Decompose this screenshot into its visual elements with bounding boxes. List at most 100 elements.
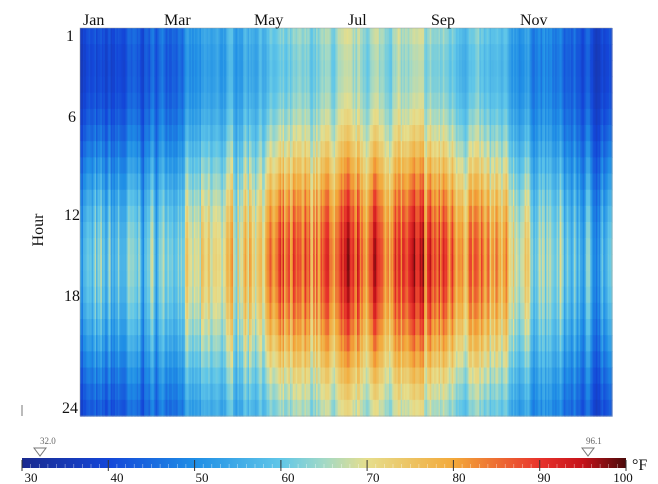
- heatmap-cell: [362, 254, 365, 272]
- heatmap-cell: [227, 286, 230, 304]
- heatmap-cell: [270, 302, 273, 320]
- heatmap-cell: [231, 44, 234, 61]
- heatmap-cell: [375, 254, 378, 272]
- heatmap-cell: [324, 28, 327, 45]
- heatmap-cell: [281, 60, 284, 78]
- heatmap-cell: [368, 125, 371, 142]
- heatmap-cell: [336, 319, 339, 336]
- heatmap-cell: [170, 270, 173, 288]
- heatmap-cell: [221, 28, 224, 45]
- heatmap-cell: [192, 125, 195, 142]
- heatmap-cell: [187, 399, 190, 417]
- heatmap-cell: [307, 367, 310, 385]
- heatmap-cell: [157, 125, 160, 142]
- heatmap-cell: [136, 44, 139, 61]
- heatmap-cell: [98, 28, 102, 45]
- heatmap-cell: [200, 28, 204, 45]
- heatmap-cell: [81, 189, 84, 207]
- heatmap-cell: [91, 367, 94, 385]
- heatmap-cell: [294, 367, 297, 385]
- heatmap-cell: [168, 76, 171, 94]
- heatmap-cell: [190, 125, 193, 142]
- heatmap-cell: [365, 157, 368, 175]
- heatmap-cell: [218, 399, 221, 417]
- heatmap-cell: [85, 189, 88, 207]
- heatmap-cell: [120, 222, 123, 239]
- heatmap-cell: [327, 399, 330, 417]
- heatmap-cell: [167, 335, 170, 352]
- heatmap-cell: [286, 157, 290, 175]
- heatmap-cell: [177, 238, 180, 255]
- heatmap-cell: [104, 302, 107, 320]
- heatmap-cell: [179, 254, 182, 272]
- heatmap-cell: [231, 28, 234, 45]
- heatmap-cell: [238, 44, 241, 61]
- heatmap-cell: [370, 173, 373, 191]
- heatmap-cell: [128, 44, 131, 61]
- heatmap-cell: [262, 238, 265, 255]
- heatmap-cell: [186, 383, 189, 401]
- heatmap-cell: [273, 302, 276, 320]
- heatmap-cell: [286, 367, 290, 385]
- heatmap-cell: [132, 125, 135, 142]
- heatmap-cell: [112, 92, 115, 110]
- heatmap-cell: [123, 286, 126, 304]
- heatmap-cell: [336, 222, 339, 239]
- heatmap-cell: [326, 383, 329, 401]
- heatmap-cell: [330, 335, 333, 352]
- heatmap-cell: [112, 270, 115, 288]
- heatmap-cell: [244, 157, 247, 175]
- heatmap-cell: [234, 335, 237, 352]
- heatmap-cell: [282, 125, 285, 142]
- heatmap-cell: [132, 157, 135, 175]
- heatmap-cell: [246, 108, 249, 126]
- heatmap-cell: [131, 44, 134, 61]
- heatmap-cell: [237, 302, 240, 320]
- heatmap-cell: [234, 108, 237, 126]
- heatmap-cell: [319, 141, 322, 158]
- heatmap-cell: [253, 44, 256, 61]
- heatmap-cell: [381, 92, 384, 110]
- heatmap-cell: [260, 205, 263, 223]
- heatmap-cell: [348, 302, 351, 320]
- heatmap-cell: [221, 141, 224, 158]
- heatmap-cell: [208, 351, 211, 369]
- heatmap-cell: [354, 399, 357, 417]
- heatmap-cell: [263, 254, 266, 272]
- heatmap-cell: [249, 286, 252, 304]
- heatmap-cell: [343, 189, 346, 207]
- heatmap-cell: [161, 28, 164, 45]
- heatmap-cell: [120, 28, 123, 45]
- heatmap-cell: [288, 92, 291, 110]
- heatmap-cell: [144, 205, 147, 223]
- heatmap-cell: [272, 399, 275, 417]
- heatmap-cell: [316, 108, 319, 126]
- heatmap-cell: [295, 189, 298, 207]
- heatmap-cell: [256, 367, 259, 385]
- heatmap-cell: [209, 28, 212, 45]
- heatmap-cell: [122, 335, 125, 352]
- heatmap-cell: [157, 60, 160, 78]
- heatmap-cell: [90, 335, 93, 352]
- heatmap-cell: [336, 367, 339, 385]
- heatmap-cell: [311, 351, 314, 369]
- heatmap-cell: [107, 254, 110, 272]
- heatmap-cell: [367, 238, 370, 255]
- heatmap-cell: [112, 335, 115, 352]
- heatmap-cell: [206, 141, 209, 158]
- heatmap-cell: [364, 383, 367, 401]
- heatmap-cell: [154, 125, 157, 142]
- heatmap-cell: [281, 399, 284, 417]
- heatmap-cell: [225, 76, 228, 94]
- heatmap-cell: [173, 157, 176, 175]
- heatmap-cell: [367, 254, 370, 272]
- heatmap-cell: [332, 367, 335, 385]
- heatmap-cell: [354, 108, 357, 126]
- heatmap-cell: [161, 286, 164, 304]
- heatmap-cell: [326, 367, 329, 385]
- heatmap-cell: [206, 399, 209, 417]
- heatmap-cell: [272, 286, 275, 304]
- heatmap-cell: [208, 141, 211, 158]
- heatmap-cell: [202, 302, 205, 320]
- heatmap-cell: [160, 125, 163, 142]
